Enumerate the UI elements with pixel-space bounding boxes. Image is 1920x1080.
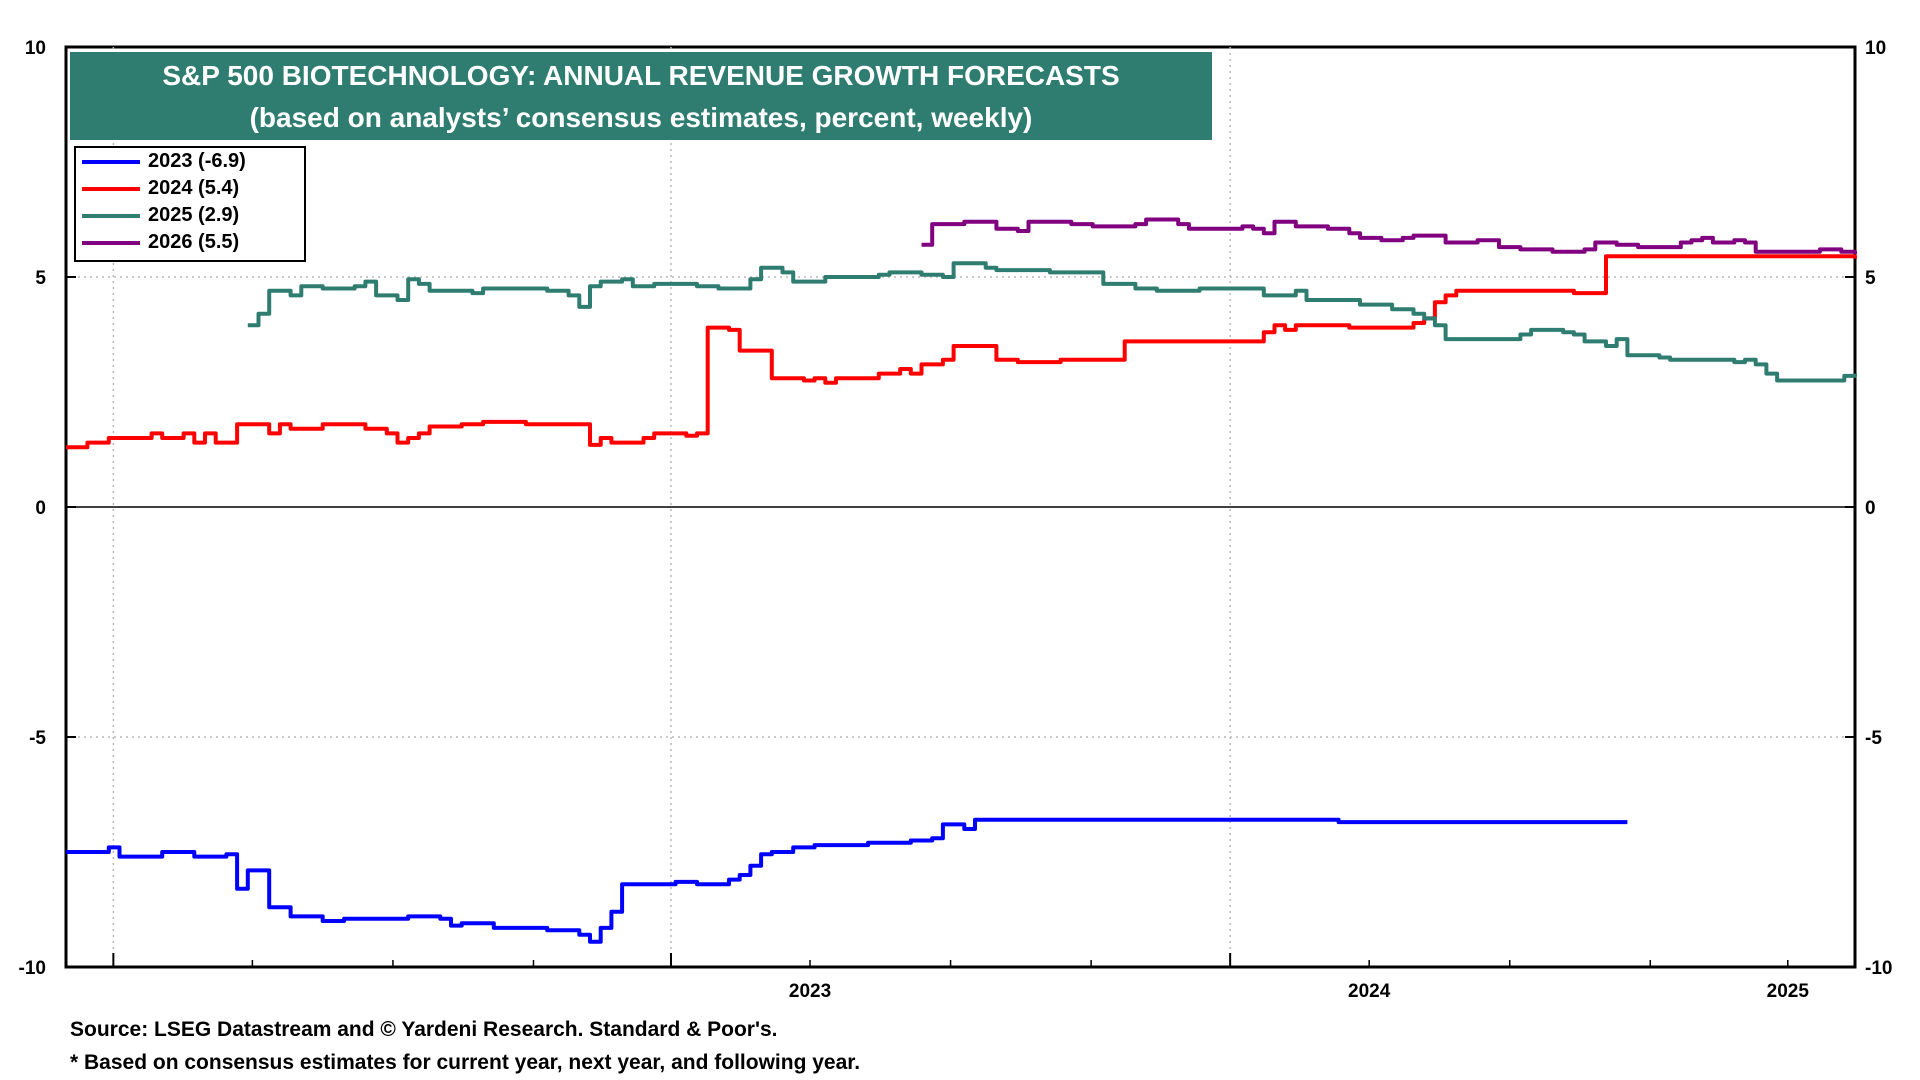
series-line-2023 xyxy=(66,817,1628,944)
legend-label-2023: 2023 (-6.9) xyxy=(148,150,246,172)
series-line-2025 xyxy=(247,261,1857,383)
source-note: Source: LSEG Datastream and © Yardeni Re… xyxy=(70,1018,778,1041)
legend: 2023 (-6.9) 2024 (5.4) 2025 (2.9) 2026 (… xyxy=(74,146,306,262)
y-tick-label-left: 10 xyxy=(25,38,46,59)
x-tick-label: 2024 xyxy=(1348,981,1391,1002)
footnote: * Based on consensus estimates for curre… xyxy=(70,1051,861,1074)
y-tick-label-right: 0 xyxy=(1865,498,1876,519)
y-tick-label-right: 10 xyxy=(1865,38,1886,59)
y-tick-label-left: 0 xyxy=(35,498,46,519)
series-line-2026 xyxy=(921,217,1857,254)
legend-item-2023: 2023 (-6.9) xyxy=(76,148,304,175)
y-tick-label-left: -10 xyxy=(19,958,46,979)
y-tick-label-left: -5 xyxy=(29,728,46,749)
y-tick-label-right: -10 xyxy=(1865,958,1892,979)
legend-swatch-2024 xyxy=(82,186,140,191)
x-tick-label: 2025 xyxy=(1767,981,1810,1002)
y-tick-label-right: -5 xyxy=(1865,728,1882,749)
chart-title-box: S&P 500 BIOTECHNOLOGY: ANNUAL REVENUE GR… xyxy=(70,52,1212,140)
axis-layer: -10 -10 -5 -5 0 0 5 5 10 10 2023 2024 2025 xyxy=(19,38,1893,1002)
legend-item-2025: 2025 (2.9) xyxy=(76,202,304,229)
legend-label-2024: 2024 (5.4) xyxy=(148,177,240,199)
legend-item-2026: 2026 (5.5) xyxy=(76,229,304,256)
grid-layer xyxy=(66,47,1855,967)
y-tick-label-left: 5 xyxy=(35,268,46,289)
y-tick-label-right: 5 xyxy=(1865,268,1876,289)
legend-item-2024: 2024 (5.4) xyxy=(76,175,304,202)
legend-label-2026: 2026 (5.5) xyxy=(148,231,240,253)
series-line-2024 xyxy=(66,254,1857,450)
legend-swatch-2023 xyxy=(82,159,140,164)
series-layer xyxy=(66,217,1857,944)
x-tick-label: 2023 xyxy=(789,981,831,1002)
legend-swatch-2026 xyxy=(82,240,140,245)
chart-subtitle: (based on analysts’ consensus estimates,… xyxy=(249,102,1033,133)
chart-title: S&P 500 BIOTECHNOLOGY: ANNUAL REVENUE GR… xyxy=(162,60,1120,91)
legend-label-2025: 2025 (2.9) xyxy=(148,204,240,226)
legend-swatch-2025 xyxy=(82,213,140,218)
